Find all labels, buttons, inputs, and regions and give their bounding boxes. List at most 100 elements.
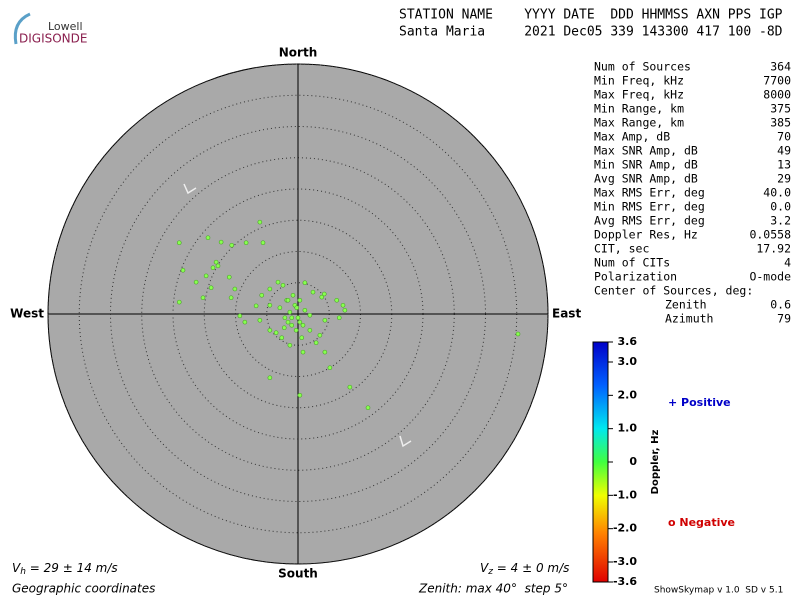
source-point (243, 240, 249, 246)
stat-label: Min SNR Amp, dB (594, 158, 698, 172)
stat-label: Num of CITs (594, 256, 670, 270)
stat-value: 3.2 (770, 214, 791, 228)
vh-text: = 29 ± 14 m/s (26, 561, 118, 575)
source-point (322, 349, 328, 355)
source-point (307, 312, 313, 318)
source-point (282, 315, 288, 321)
source-point (287, 309, 293, 315)
stat-value: 29 (777, 172, 791, 186)
header-values: Santa Maria 2021 Dec05 339 143300 417 10… (399, 25, 783, 40)
source-point (277, 305, 283, 311)
source-point (321, 291, 327, 297)
colorbar-tick-label: 1.0 (618, 422, 638, 435)
source-point (295, 315, 301, 321)
source-point (327, 365, 333, 371)
colorbar-tick-label: 2.0 (618, 388, 638, 401)
stat-label: CIT, sec (594, 242, 649, 256)
center-value: 79 (777, 312, 791, 326)
source-point (259, 292, 265, 298)
source-point (285, 297, 291, 303)
stat-label: Doppler Res, Hz (594, 228, 698, 242)
source-point (285, 319, 291, 325)
source-point (289, 315, 295, 321)
source-point (300, 349, 306, 355)
source-point (176, 240, 182, 246)
source-point (280, 282, 286, 288)
stat-value: 70 (777, 130, 791, 144)
colorbar (592, 341, 609, 583)
stat-value: 0.0 (770, 200, 791, 214)
stat-label: Avg RMS Err, deg (594, 214, 705, 228)
stat-value: O-mode (749, 270, 791, 284)
vz-label: Vz = 4 ± 0 m/s (480, 561, 569, 577)
source-point (310, 289, 316, 295)
logo-top: Lowell (48, 20, 83, 33)
source-point (334, 297, 340, 303)
source-point (290, 292, 296, 298)
stat-label: Max Freq, kHz (594, 88, 684, 102)
source-point (319, 294, 325, 300)
south-label: South (278, 567, 318, 581)
coordinates: Geographic coordinates (12, 582, 155, 596)
source-point (210, 265, 216, 271)
source-point (342, 307, 348, 313)
source-point (253, 303, 259, 309)
source-point (297, 392, 303, 398)
stat-label: Max SNR Amp, dB (594, 144, 698, 158)
source-point (229, 242, 235, 248)
source-point (228, 295, 234, 301)
header-names: STATION NAME YYYY DATE DDD HHMMSS AXN PP… (399, 8, 783, 23)
source-point (267, 286, 273, 292)
source-point (347, 384, 353, 390)
logo-swoosh (13, 12, 31, 45)
source-point (297, 319, 303, 325)
source-point (267, 375, 273, 381)
source-point (336, 315, 342, 321)
source-point (340, 302, 346, 308)
vh-symbol: V (12, 561, 21, 575)
stat-value: 13 (777, 158, 791, 172)
source-point (200, 295, 206, 301)
source-point (257, 317, 263, 323)
north-label: North (279, 46, 317, 60)
stat-label: Max Range, km (594, 116, 684, 130)
marker (399, 435, 412, 448)
stat-value: 0.0558 (749, 228, 791, 242)
stat-value: 8000 (763, 88, 791, 102)
stat-label: Min Range, km (594, 102, 684, 116)
version: ShowSkymap v 1.0 SD v 5.1 (654, 586, 783, 596)
stat-value: 49 (777, 144, 791, 158)
colorbar-tick-label: -3.0 (613, 555, 637, 568)
center-label: Zenith (665, 298, 707, 312)
source-point (300, 322, 306, 328)
source-point (180, 267, 186, 273)
vz-text: = 4 ± 0 m/s (493, 561, 569, 575)
source-point (176, 299, 182, 305)
source-point (218, 239, 224, 245)
stat-label: Num of Sources (594, 60, 691, 74)
vz-sub: z (487, 567, 493, 577)
legend-positive: + Positive (668, 396, 731, 409)
center-value: 0.6 (770, 298, 791, 312)
stat-label: Max Amp, dB (594, 130, 670, 144)
legend-negative: o Negative (668, 516, 735, 529)
stat-value: 7700 (763, 74, 791, 88)
source-point (260, 240, 266, 246)
stat-label: Max RMS Err, deg (594, 186, 705, 200)
source-point (267, 327, 273, 333)
source-point (226, 274, 232, 280)
colorbar-tick-label: -2.0 (613, 522, 637, 535)
source-point (213, 259, 219, 265)
stat-label: Polarization (594, 270, 677, 284)
source-point (279, 335, 285, 341)
source-point (237, 313, 243, 319)
source-point (257, 219, 263, 225)
center-label: Azimuth (665, 312, 713, 326)
vh-sub: h (20, 567, 26, 577)
source-point (293, 327, 299, 333)
vh-label: Vh = 29 ± 14 m/s (12, 561, 118, 577)
source-point (294, 305, 300, 311)
colorbar-tick-label: -1.0 (613, 488, 637, 501)
source-point (322, 317, 328, 323)
